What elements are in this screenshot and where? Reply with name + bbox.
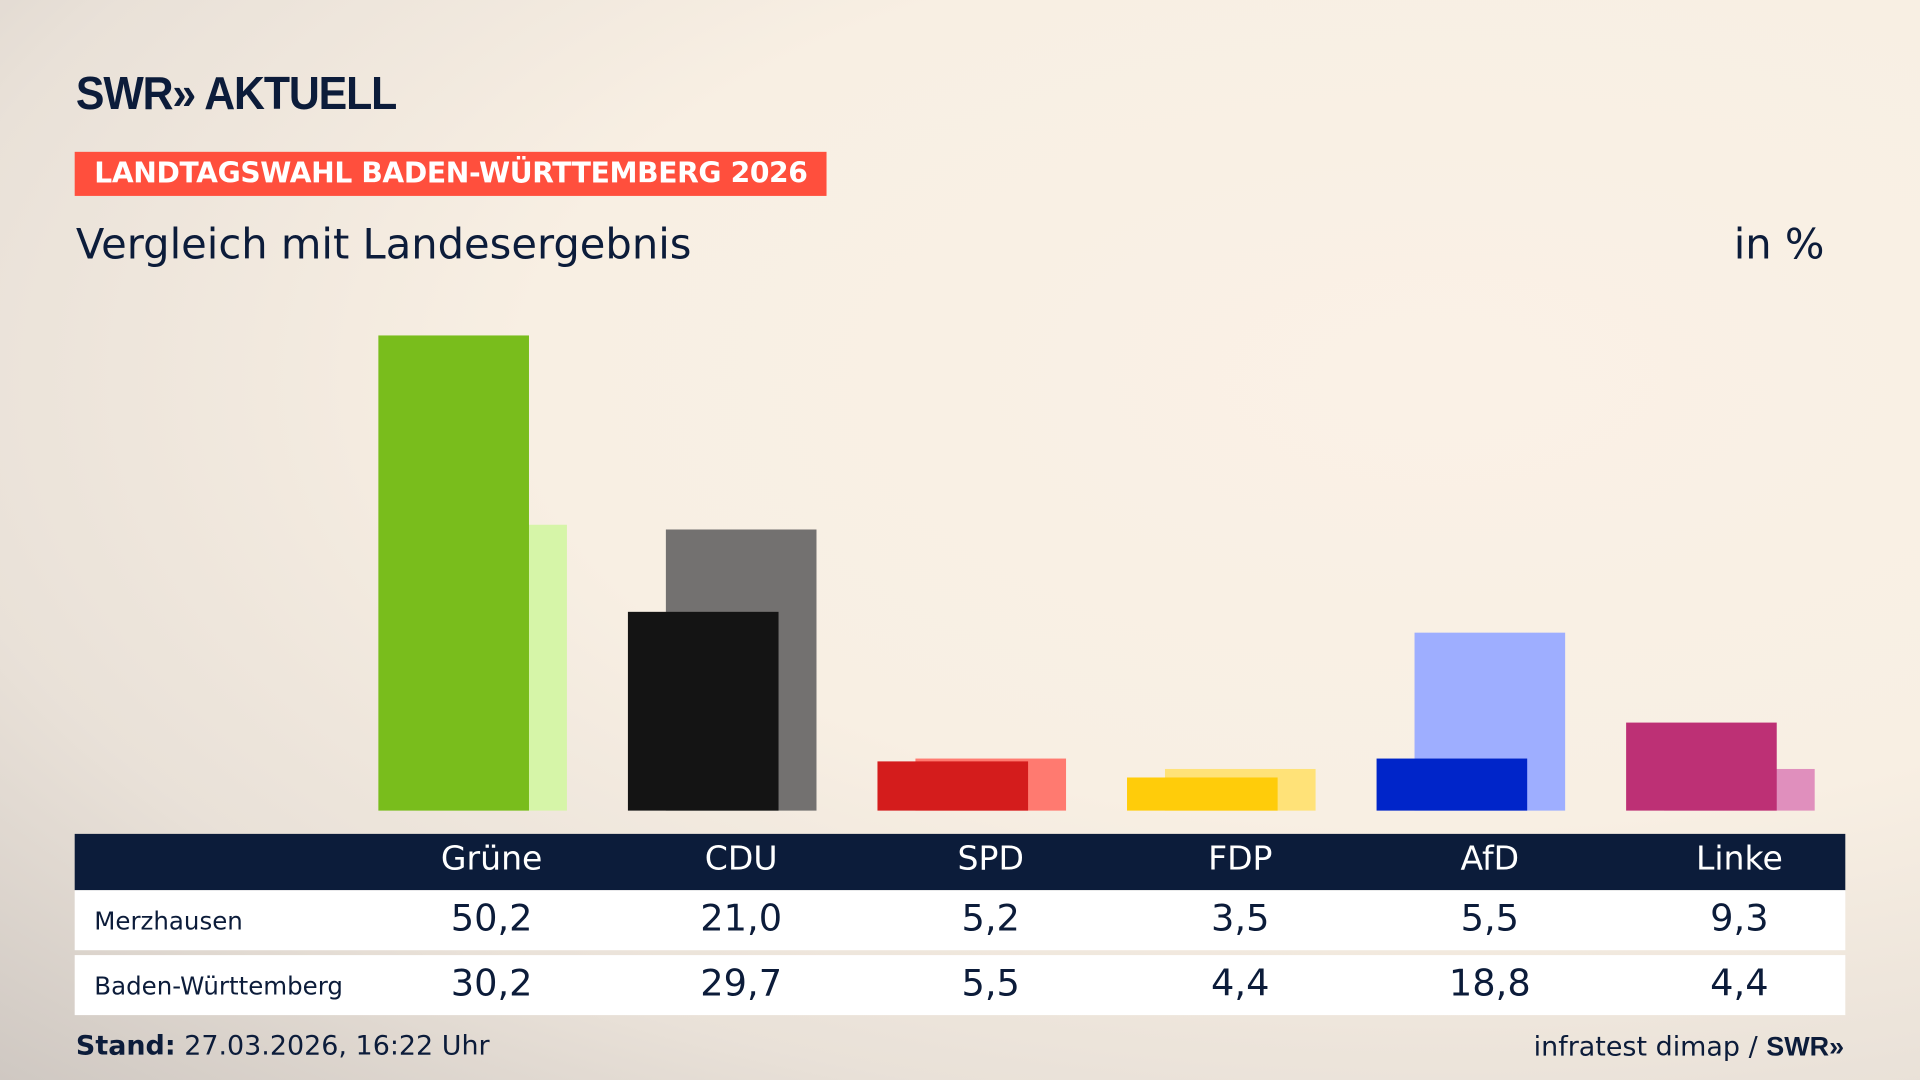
- timestamp: Stand: 27.03.2026, 16:22 Uhr: [76, 1031, 490, 1062]
- row-label: Merzhausen: [94, 906, 243, 936]
- data-label: 9,3: [1710, 897, 1769, 941]
- data-label: 18,8: [1448, 962, 1531, 1006]
- data-label: 3,5: [1211, 897, 1270, 941]
- bar-local-cdu: [627, 611, 779, 811]
- data-label: 5,2: [961, 897, 1020, 941]
- data-label: 4,4: [1211, 962, 1270, 1006]
- bar-local-spd: [877, 761, 1029, 811]
- bar-local-linke: [1626, 722, 1777, 811]
- kicker-banner: LANDTAGSWAHL BADEN-WÜRTTEMBERG 2026: [74, 151, 828, 196]
- swr-aktuell-logo: SWR» AKTUELL: [75, 68, 397, 121]
- stand-label: Stand:: [75, 1031, 176, 1062]
- data-label: 29,7: [700, 962, 783, 1006]
- source: infratest dimap / SWR»: [1534, 1031, 1844, 1063]
- swr-logo: SWR»: [1766, 1031, 1845, 1062]
- table-row: Baden-Württemberg 30,2 29,7 5,5 4,4 18,8 4,4: [74, 955, 1846, 1016]
- data-label: 50,2: [450, 897, 533, 941]
- column-header: SPD: [957, 840, 1024, 878]
- column-header: Grüne: [440, 840, 543, 878]
- bar-local-grüne: [378, 335, 529, 811]
- table-header: Grüne CDU SPD FDP AfD Linke: [74, 833, 1846, 891]
- source-text: infratest dimap /: [1533, 1032, 1758, 1063]
- bar-local-fdp: [1127, 777, 1278, 811]
- column-header: Linke: [1695, 840, 1783, 878]
- data-label: 5,5: [1460, 897, 1520, 941]
- data-label: 30,2: [450, 962, 533, 1006]
- table-row: Merzhausen 50,2 21,0 5,2 3,5 5,5 9,3: [74, 890, 1846, 951]
- column-header: CDU: [704, 840, 778, 878]
- unit-label: in %: [1733, 220, 1825, 270]
- column-header: AfD: [1460, 840, 1520, 878]
- chart-subtitle: Vergleich mit Landesergebnis: [75, 220, 692, 270]
- data-label: 21,0: [700, 897, 783, 941]
- data-label: 4,4: [1710, 962, 1769, 1006]
- data-label: 5,5: [961, 962, 1020, 1006]
- row-label: Baden-Württemberg: [94, 971, 343, 1001]
- stand-value: 27.03.2026, 16:22 Uhr: [184, 1031, 490, 1062]
- bar-local-afd: [1376, 758, 1528, 811]
- column-header: FDP: [1208, 840, 1273, 878]
